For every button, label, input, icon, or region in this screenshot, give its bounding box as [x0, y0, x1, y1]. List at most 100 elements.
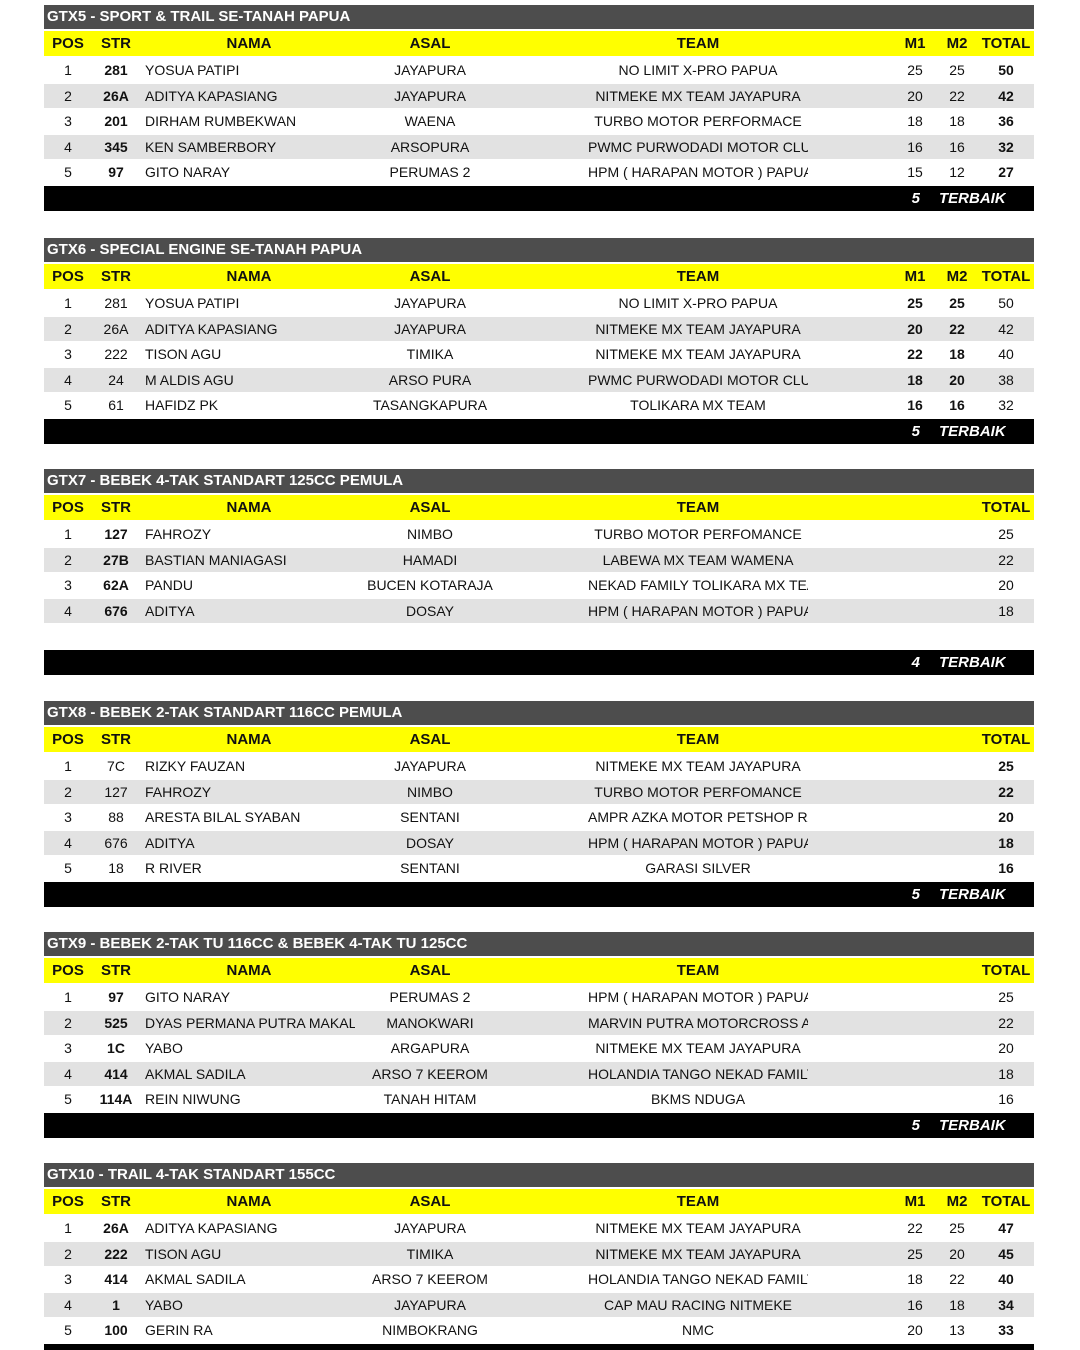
- column-header: STR: [101, 1193, 131, 1210]
- row-background: [44, 830, 1034, 856]
- footer-label: TERBAIK: [939, 886, 1006, 903]
- cell: ADITYA KAPASIANG: [145, 1220, 278, 1236]
- cell: RIZKY FAUZAN: [145, 758, 246, 774]
- cell: GITO NARAY: [145, 989, 231, 1005]
- footer-label: TERBAIK: [939, 1117, 1006, 1134]
- cell: 1: [64, 526, 72, 542]
- cell: HAFIDZ PK: [145, 397, 219, 414]
- cell: AMPR AZKA MOTOR PETSHOP RACING: [588, 809, 808, 826]
- column-header: STR: [101, 268, 131, 285]
- cell: 5: [64, 397, 72, 414]
- cell: 3: [64, 113, 72, 130]
- cell: NEKAD FAMILY TOLIKARA MX TEAM: [588, 577, 808, 594]
- footer-label: TERBAIK: [939, 190, 1006, 207]
- section-title: GTX5 - SPORT & TRAIL SE-TANAH PAPUA: [47, 8, 351, 25]
- cell: JAYAPURA: [394, 320, 466, 337]
- cell: 42: [998, 87, 1014, 104]
- cell: 676: [104, 602, 128, 619]
- cell: ARGAPURA: [390, 1040, 470, 1057]
- column-header: POS: [52, 731, 84, 748]
- cell: JAYAPURA: [394, 62, 466, 78]
- footer-bar: [44, 1344, 1034, 1350]
- column-header: TOTAL: [981, 268, 1031, 285]
- cell: KEN SAMBERBORY: [145, 138, 277, 155]
- cell: 18: [108, 860, 124, 877]
- cell: LABEWA MX TEAM WAMENA: [602, 551, 794, 568]
- cell: 50: [998, 62, 1014, 78]
- section-title-bar: [44, 5, 1034, 29]
- cell: YABO: [145, 1040, 183, 1057]
- cell: MANOKWARI: [386, 1014, 474, 1031]
- row-background: [44, 316, 1034, 342]
- footer-bar: [44, 186, 1034, 211]
- cell: DIRHAM RUMBEKWAN: [145, 113, 297, 130]
- cell: 127: [104, 783, 128, 800]
- cell: 3: [64, 809, 72, 826]
- cell: HAMADI: [402, 551, 458, 568]
- cell: 3: [64, 1040, 72, 1057]
- row-background: [44, 779, 1034, 805]
- cell: 20: [907, 87, 923, 104]
- column-header: NAMA: [226, 962, 272, 979]
- cell: 24: [108, 371, 124, 388]
- cell: 34: [998, 1296, 1014, 1313]
- cell: R RIVER: [145, 860, 202, 877]
- cell: 3: [64, 1271, 72, 1288]
- cell: 3: [64, 577, 72, 594]
- cell: 61: [108, 397, 124, 414]
- cell: PERUMAS 2: [389, 164, 471, 181]
- cell: 5: [64, 1091, 72, 1108]
- footer-bar: [44, 650, 1034, 675]
- column-header: POS: [52, 499, 84, 516]
- cell: 25: [949, 62, 965, 78]
- cell: NMC: [682, 1322, 714, 1339]
- section-title: GTX8 - BEBEK 2-TAK STANDART 116CC PEMULA: [47, 704, 403, 721]
- cell: 25: [998, 989, 1014, 1005]
- cell: 45: [998, 1245, 1014, 1262]
- cell: 20: [998, 577, 1014, 594]
- cell: NITMEKE MX TEAM JAYAPURA: [595, 320, 801, 337]
- cell: JAYAPURA: [394, 295, 466, 311]
- row-background: [44, 134, 1034, 160]
- cell: NIMBO: [407, 783, 453, 800]
- cell: 281: [104, 295, 128, 311]
- cell: 27: [998, 164, 1014, 181]
- cell: 16: [907, 397, 923, 414]
- cell: 2: [64, 320, 72, 337]
- cell: JAYAPURA: [394, 758, 466, 774]
- column-header: TEAM: [676, 268, 720, 285]
- cell: 345: [104, 138, 128, 155]
- cell: 2: [64, 1014, 72, 1031]
- footer-label: TERBAIK: [939, 654, 1006, 671]
- cell: HPM ( HARAPAN MOTOR ) PAPUA: [588, 164, 808, 181]
- cell: 5: [64, 860, 72, 877]
- row-background: [44, 1241, 1034, 1267]
- column-header: ASAL: [409, 962, 451, 979]
- section-title-bar: [44, 238, 1034, 262]
- cell: 201: [104, 113, 128, 130]
- cell: TOLIKARA MX TEAM: [630, 397, 766, 414]
- cell: 97: [108, 989, 124, 1005]
- cell: BUCEN KOTARAJA: [367, 577, 493, 594]
- header-row: [44, 31, 1034, 56]
- cell: ADITYA KAPASIANG: [145, 320, 278, 337]
- cell: 26A: [103, 1220, 129, 1236]
- cell: 7C: [107, 758, 125, 774]
- row-background: [44, 83, 1034, 109]
- row-background: [44, 367, 1034, 393]
- cell: NO LIMIT X-PRO PAPUA: [618, 62, 778, 78]
- column-header: NAMA: [226, 499, 272, 516]
- cell: 22: [949, 87, 965, 104]
- row-background: [44, 1010, 1034, 1036]
- cell: ARSO 7 KEEROM: [372, 1271, 488, 1288]
- cell: 1C: [107, 1040, 125, 1057]
- cell: 127: [104, 526, 128, 542]
- cell: 22: [998, 1014, 1014, 1031]
- cell: NITMEKE MX TEAM JAYAPURA: [595, 1245, 801, 1262]
- cell: 42: [998, 320, 1014, 337]
- footer-bar: [44, 419, 1034, 444]
- cell: BKMS NDUGA: [650, 1091, 746, 1108]
- cell: WAENA: [404, 113, 456, 130]
- column-header: TEAM: [676, 499, 720, 516]
